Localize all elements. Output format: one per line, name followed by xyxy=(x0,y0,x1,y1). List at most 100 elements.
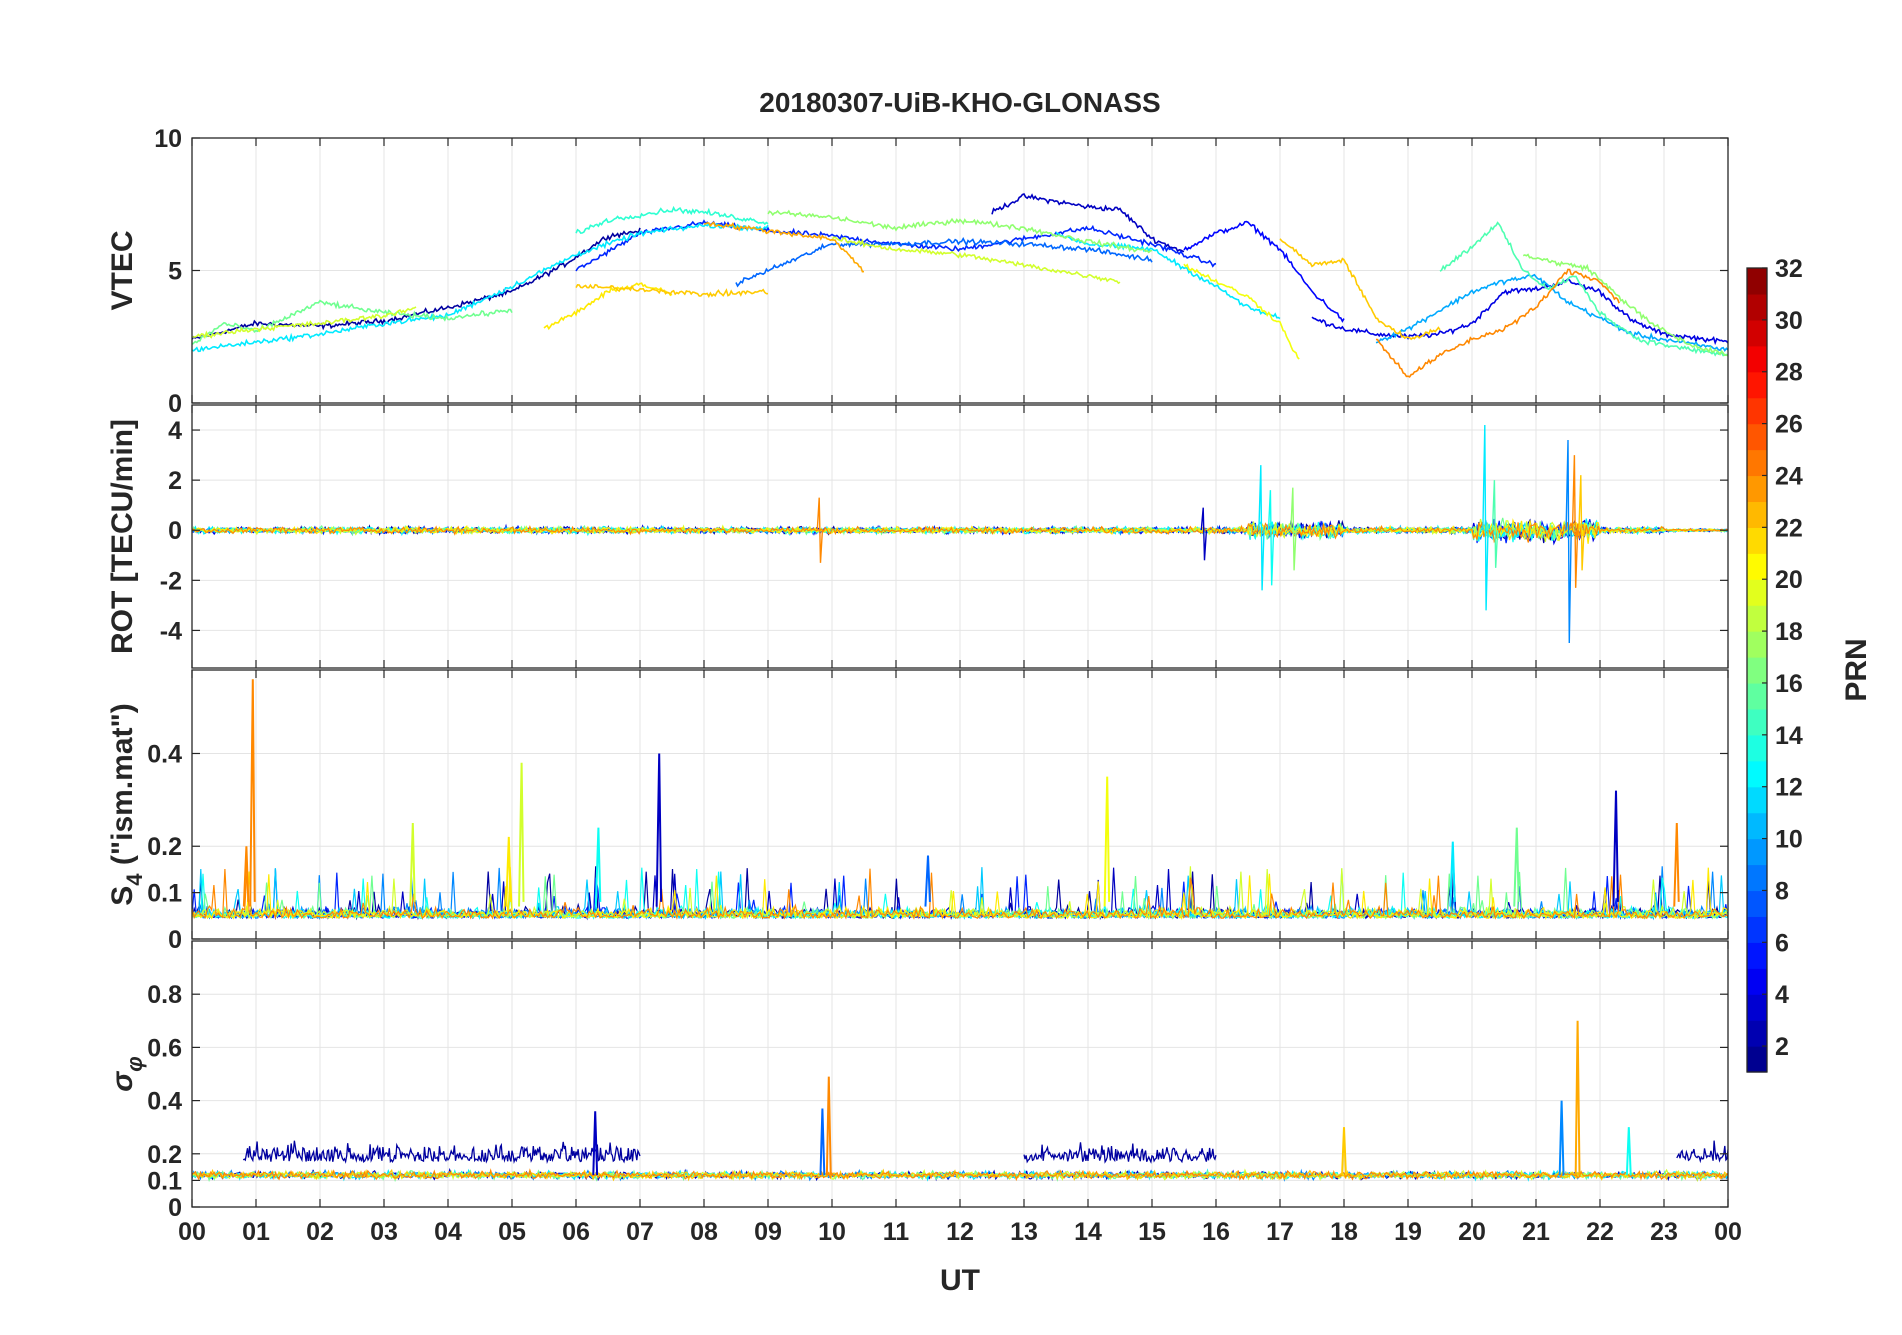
colorbar-swatch xyxy=(1747,345,1767,373)
s4-spike xyxy=(1673,823,1680,907)
colorbar-swatch xyxy=(1747,916,1767,943)
panel-4-grid xyxy=(191,941,1729,1208)
sigma-elevated-prn-2 xyxy=(1676,1140,1728,1164)
sigma-spike xyxy=(592,1111,599,1176)
x-tick-label: 17 xyxy=(1266,1218,1294,1246)
panel-2-data xyxy=(192,425,1728,643)
panel-1-ylabel: VTEC xyxy=(106,230,139,310)
x-tick-label: 11 xyxy=(883,1218,910,1246)
colorbar-swatch xyxy=(1747,994,1767,1021)
colorbar-tick-label: 12 xyxy=(1775,774,1803,802)
colorbar-swatch xyxy=(1747,708,1767,736)
panel-3-ylabel: S4 ("ism.mat") xyxy=(106,703,147,905)
colorbar-swatch xyxy=(1747,838,1767,866)
colorbar-swatch xyxy=(1747,812,1767,840)
x-tick-label: 10 xyxy=(818,1218,846,1246)
x-tick-label: 01 xyxy=(242,1218,270,1246)
rot-series-prn-24 xyxy=(192,521,1728,544)
x-tick-label: 00 xyxy=(1714,1218,1742,1246)
sigma-elevated-prn-2 xyxy=(242,1140,641,1165)
x-tick-label: 00 xyxy=(178,1218,206,1246)
vtec-series-prn-16 xyxy=(192,299,513,346)
y-tick-label: 0.4 xyxy=(147,740,182,768)
colorbar-swatch xyxy=(1747,631,1767,658)
colorbar-swatch xyxy=(1747,890,1767,917)
sigma-spike xyxy=(1625,1127,1632,1176)
rot-spike xyxy=(1258,465,1265,591)
x-tick-label: 12 xyxy=(946,1218,974,1246)
s4-spike xyxy=(518,762,525,907)
vtec-series-prn-12 xyxy=(192,222,769,353)
colorbar-swatch xyxy=(1747,1046,1767,1073)
x-axis-label: UT xyxy=(940,1264,980,1297)
chart-title: 20180307-UiB-KHO-GLONASS xyxy=(759,87,1160,118)
s4-spike xyxy=(1612,790,1619,907)
colorbar-tick-label: 20 xyxy=(1775,566,1803,594)
colorbar-swatch xyxy=(1747,449,1767,477)
colorbar-tick-label: 18 xyxy=(1775,618,1803,646)
colorbar-swatch xyxy=(1747,293,1767,321)
colorbar-swatch xyxy=(1747,579,1767,606)
colorbar-swatch xyxy=(1747,501,1767,528)
vtec-series-prn-22 xyxy=(575,283,769,298)
x-tick-label: 18 xyxy=(1330,1218,1358,1246)
colorbar-swatch xyxy=(1747,268,1767,295)
vtec-series-prn-19 xyxy=(192,306,417,340)
colorbar-swatch xyxy=(1747,319,1767,347)
colorbar-swatch xyxy=(1747,605,1767,632)
x-tick-label: 03 xyxy=(370,1218,398,1246)
vtec-series-prn-21 xyxy=(543,282,673,331)
x-tick-label: 08 xyxy=(690,1218,718,1246)
s4-spike xyxy=(1103,776,1111,907)
colorbar-tick-label: 4 xyxy=(1775,981,1789,1009)
vtec-series-prn-8 xyxy=(735,237,1153,288)
y-tick-label: 2 xyxy=(168,467,182,495)
panel-4-data xyxy=(192,1020,1728,1183)
vtec-series-prn-12 xyxy=(1055,231,1281,320)
rot-spike xyxy=(1491,480,1499,568)
colorbar-swatch xyxy=(1747,864,1767,892)
s4-spike xyxy=(505,836,512,907)
colorbar-tick-label: 6 xyxy=(1775,929,1789,957)
vtec-series-prn-2 xyxy=(192,227,641,340)
s4-series-prn-16 xyxy=(192,867,1728,920)
colorbar-swatch xyxy=(1747,553,1767,580)
rot-spike xyxy=(1290,487,1297,571)
x-tick-label: 19 xyxy=(1394,1218,1422,1246)
y-tick-label: 0.2 xyxy=(147,833,182,861)
rot-spike xyxy=(1200,507,1208,561)
rot-spike xyxy=(1565,440,1572,643)
s4-spike xyxy=(1513,827,1520,907)
sigma-spike xyxy=(1558,1100,1565,1176)
s4-spike xyxy=(409,823,416,907)
x-tick-label: 09 xyxy=(754,1218,782,1246)
x-tick-label: 23 xyxy=(1650,1218,1678,1246)
colorbar-tick-label: 26 xyxy=(1775,411,1803,439)
sigma-elevated-prn-2 xyxy=(1023,1142,1217,1164)
colorbar-swatch xyxy=(1747,968,1767,995)
rot-spike xyxy=(1571,455,1579,588)
y-tick-label: 4 xyxy=(168,417,182,445)
x-tick-label: 04 xyxy=(434,1218,462,1246)
s4-spike xyxy=(924,855,931,907)
colorbar-tick-label: 30 xyxy=(1775,307,1803,335)
panel-2-ylabel: ROT [TECU/min] xyxy=(106,419,139,654)
sigma-spike xyxy=(1574,1020,1581,1176)
colorbar-frame xyxy=(1746,267,1768,1073)
vtec-series-prn-22 xyxy=(1279,238,1441,341)
x-tick-label: 15 xyxy=(1138,1218,1166,1246)
y-tick-label: 0 xyxy=(168,390,182,418)
colorbar-swatch xyxy=(1747,397,1767,425)
colorbar-tick-label: 16 xyxy=(1775,670,1803,698)
colorbar-swatch xyxy=(1747,734,1767,762)
colorbar-tick-label: 22 xyxy=(1775,514,1803,542)
sigma-spike xyxy=(825,1076,832,1176)
sigma-series-prn-24 xyxy=(192,1168,1728,1182)
rot-spike xyxy=(1578,475,1585,571)
panel-1-data xyxy=(192,193,1728,378)
y-tick-label: 0 xyxy=(168,517,182,545)
vtec-series-prn-5 xyxy=(1183,220,1345,323)
s4-spike xyxy=(249,679,256,907)
colorbar-swatch xyxy=(1747,527,1767,554)
